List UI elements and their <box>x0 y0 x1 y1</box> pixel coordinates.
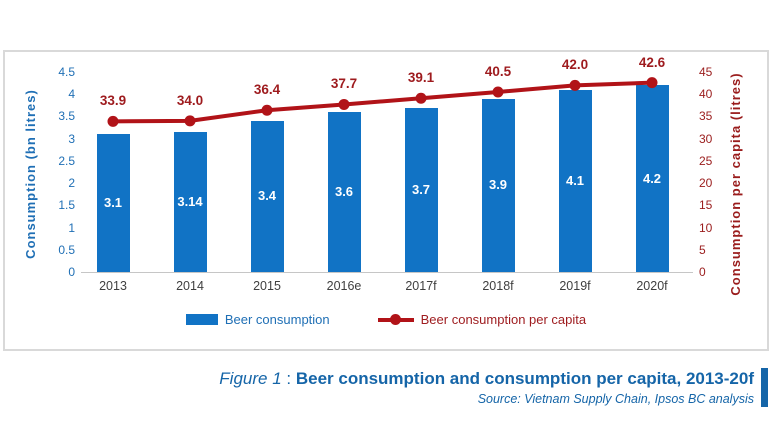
x-axis-label: 2019f <box>559 279 591 293</box>
x-axis-label: 2017f <box>405 279 437 293</box>
bar-value-label: 3.14 <box>177 194 203 210</box>
bar-series-swatch-icon <box>185 314 218 325</box>
line-value-label: 33.9 <box>99 93 127 109</box>
bar-value-label: 3.9 <box>488 177 508 193</box>
caption-text: Figure 1 : Beer consumption and consumpt… <box>219 368 754 407</box>
left-axis-tick: 3 <box>68 131 75 146</box>
line-value-label: 40.5 <box>484 64 512 79</box>
bar-value-label: 3.6 <box>334 184 354 199</box>
bar <box>327 112 361 272</box>
caption-title-line: Figure 1 : Beer consumption and consumpt… <box>219 368 754 389</box>
left-axis-tick: 0 <box>68 265 75 279</box>
line-marker <box>184 115 196 127</box>
line-value-label: 42.0 <box>561 57 589 73</box>
bar <box>250 120 284 272</box>
bar <box>481 98 515 272</box>
bar <box>173 132 207 272</box>
caption-accent-bar <box>761 368 768 407</box>
legend: Beer consumption Beer consumption per ca… <box>5 312 767 327</box>
bar-value-label: 4.2 <box>642 170 662 186</box>
right-axis-tick: 0 <box>699 265 706 279</box>
right-axis-tick: 45 <box>699 65 713 79</box>
x-axis-label: 2015 <box>253 279 281 293</box>
bar-value-label: 3.1 <box>103 195 123 211</box>
chart-panel: Consumption (bn litres) Consumption per … <box>3 50 769 351</box>
legend-label-beer-consumption: Beer consumption <box>224 312 330 327</box>
line-marker <box>492 86 504 98</box>
right-axis-tick: 25 <box>699 153 713 168</box>
caption-separator: : <box>281 369 296 388</box>
x-axis-label: 2016e <box>326 279 362 293</box>
left-axis-tick: 3.5 <box>58 109 75 124</box>
right-axis-tick: 15 <box>699 198 713 213</box>
x-axis-label: 2020f <box>636 279 668 293</box>
line-marker <box>107 115 119 127</box>
line-marker <box>338 98 350 110</box>
bar-value-label: 4.1 <box>565 172 585 188</box>
bar <box>404 107 438 272</box>
line-marker <box>261 104 273 116</box>
legend-item-beer-consumption: Beer consumption <box>185 312 330 327</box>
x-axis-line <box>81 272 693 273</box>
x-axis-label: 2013 <box>99 279 127 293</box>
right-axis-tick: 20 <box>699 176 713 191</box>
line-value-label: 34.0 <box>176 92 204 108</box>
caption-source: Source: Vietnam Supply Chain, Ipsos BC a… <box>477 392 754 406</box>
right-axis-tick: 5 <box>699 242 706 257</box>
left-axis-tick: 0.5 <box>58 242 75 257</box>
legend-item-per-capita: Beer consumption per capita <box>377 312 587 327</box>
line-marker <box>415 92 427 104</box>
line-value-label: 42.6 <box>638 54 666 70</box>
caption-title: Beer consumption and consumption per cap… <box>295 369 754 388</box>
left-axis-tick: 2.5 <box>58 153 75 168</box>
bar <box>96 134 130 272</box>
right-axis-tick: 40 <box>699 87 713 102</box>
legend-label-per-capita: Beer consumption per capita <box>420 312 587 327</box>
left-axis-tick: 1 <box>68 220 75 235</box>
line-swatch-dot <box>389 314 401 325</box>
bar-value-label: 3.7 <box>411 181 431 197</box>
figure-number-label: Figure 1 <box>219 369 282 388</box>
right-axis-tick: 30 <box>699 131 713 146</box>
left-axis-tick: 4.5 <box>58 65 75 79</box>
bar-value-label: 3.4 <box>257 188 277 204</box>
left-axis-tick: 1.5 <box>58 198 75 213</box>
right-axis-tick: 10 <box>699 220 713 235</box>
right-axis-tick: 35 <box>699 109 713 124</box>
left-axis-tick: 4 <box>68 87 75 102</box>
x-axis-label: 2014 <box>176 279 204 293</box>
left-axis-tick: 2 <box>68 176 75 191</box>
x-axis-label: 2018f <box>482 279 514 293</box>
line-value-label: 37.7 <box>330 76 358 92</box>
line-value-label: 39.1 <box>407 70 435 86</box>
figure-caption: Figure 1 : Beer consumption and consumpt… <box>219 368 768 407</box>
line-series-swatch-icon <box>377 314 414 325</box>
line-value-label: 36.4 <box>253 82 281 98</box>
